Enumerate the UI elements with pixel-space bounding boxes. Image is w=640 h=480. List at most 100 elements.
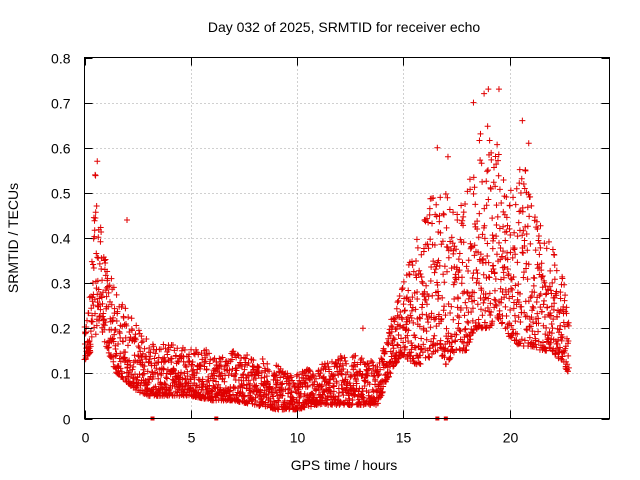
data-point: [338, 381, 345, 388]
data-point: [531, 275, 538, 282]
data-point: [554, 340, 561, 347]
y-tick-label: 0.8: [51, 51, 71, 67]
data-point: [301, 401, 308, 408]
data-point: [253, 382, 260, 389]
data-point: [153, 365, 160, 372]
data-point: [465, 267, 472, 274]
data-point: [387, 332, 394, 339]
data-point: [301, 390, 308, 397]
data-point: [548, 303, 555, 310]
data-point: [408, 346, 415, 353]
data-point: [495, 86, 502, 93]
data-point: [532, 247, 539, 254]
data-point: [440, 271, 447, 278]
data-point: [139, 359, 146, 366]
data-point: [542, 291, 549, 298]
data-point: [535, 232, 542, 239]
data-point: [366, 381, 373, 388]
data-point: [482, 319, 489, 326]
data-point: [437, 194, 444, 201]
data-point: [487, 312, 494, 319]
data-point: [317, 370, 324, 377]
data-point: [128, 315, 135, 322]
data-point: [150, 373, 157, 380]
data-point: [144, 368, 151, 375]
data-points: [81, 86, 572, 421]
data-point: [399, 324, 406, 331]
data-point: [197, 365, 204, 372]
data-point: [139, 338, 146, 345]
data-point: [405, 327, 412, 334]
data-point: [324, 360, 331, 367]
data-point: [457, 328, 464, 335]
data-point: [437, 229, 444, 236]
data-point: [275, 404, 282, 411]
data-point: [256, 364, 263, 371]
data-point: [491, 287, 498, 294]
data-point: [233, 393, 240, 400]
data-point: [418, 335, 425, 342]
data-point: [559, 334, 566, 341]
data-point: [531, 331, 538, 338]
data-point: [82, 330, 89, 337]
data-point: [414, 296, 421, 303]
data-point: [458, 202, 465, 209]
data-point: [202, 354, 209, 361]
data-point: [456, 314, 463, 321]
data-point: [475, 316, 482, 323]
data-point: [245, 359, 252, 366]
data-point: [523, 231, 530, 238]
data-point: [493, 202, 500, 209]
data-point: [413, 258, 420, 265]
data-point: [485, 273, 492, 280]
data-point: [516, 180, 523, 187]
data-point: [482, 307, 489, 314]
data-point: [471, 184, 478, 191]
data-point: [393, 358, 400, 365]
data-point: [252, 375, 259, 382]
data-point: [420, 341, 427, 348]
data-point: [484, 252, 491, 259]
data-point: [515, 281, 522, 288]
data-point: [533, 218, 540, 225]
data-point: [331, 383, 338, 390]
data-point: [122, 349, 129, 356]
data-point: [431, 241, 438, 248]
x-tick-label: 15: [396, 430, 412, 446]
y-tick-label: 0: [63, 412, 71, 428]
data-point: [116, 328, 123, 335]
data-point: [230, 391, 237, 398]
data-point: [445, 301, 452, 308]
data-point: [477, 306, 484, 313]
data-point: [141, 345, 148, 352]
data-point: [456, 327, 463, 334]
data-point: [548, 312, 555, 319]
data-point: [344, 369, 351, 376]
data-point: [521, 242, 528, 249]
data-point: [485, 196, 492, 203]
data-point: [104, 268, 111, 275]
data-point: [516, 290, 523, 297]
data-point: [506, 295, 513, 302]
data-point: [504, 324, 511, 331]
data-point: [560, 303, 567, 310]
data-point: [511, 312, 518, 319]
data-point: [444, 244, 451, 251]
data-point: [359, 371, 366, 378]
x-tick-label: 20: [503, 430, 519, 446]
y-tick-label: 0.7: [51, 96, 71, 112]
data-point: [547, 339, 554, 346]
data-point: [398, 286, 405, 293]
data-point: [130, 363, 137, 370]
data-point: [538, 267, 545, 274]
data-point: [174, 389, 181, 396]
data-point: [273, 372, 280, 379]
data-point: [445, 254, 452, 261]
data-point: [486, 137, 493, 144]
data-point: [409, 262, 416, 269]
data-point: [509, 293, 516, 300]
data-point: [309, 390, 316, 397]
data-point: [484, 304, 491, 311]
data-point: [407, 312, 414, 319]
data-point: [324, 379, 331, 386]
